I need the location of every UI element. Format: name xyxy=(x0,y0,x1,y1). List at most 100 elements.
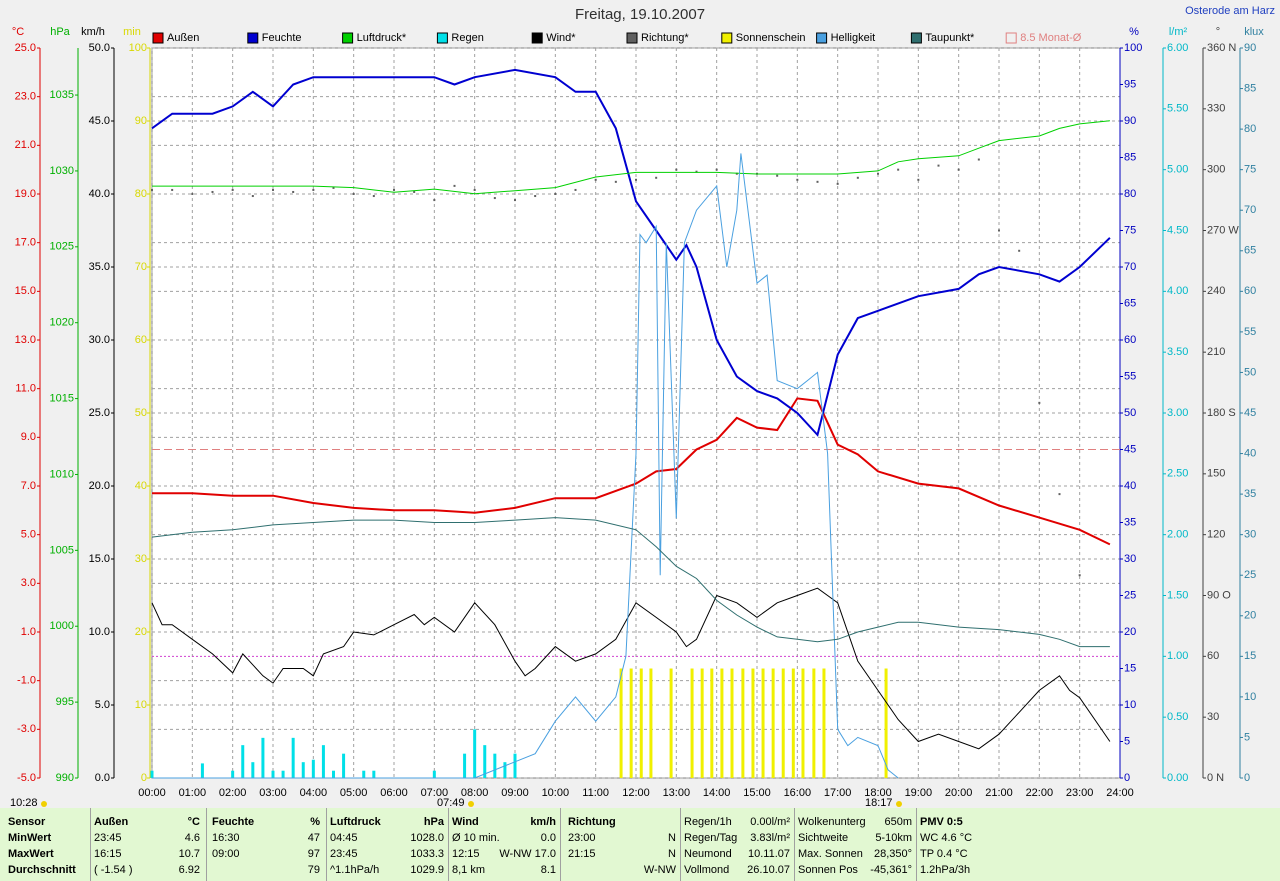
y-tick-label: 1005 xyxy=(50,544,74,556)
table-cell: Sensor xyxy=(8,816,46,828)
bar xyxy=(311,759,315,778)
bar xyxy=(812,668,816,778)
bar xyxy=(649,668,653,778)
table-cell: 21:15 xyxy=(568,848,596,860)
legend-swatch xyxy=(1005,32,1017,44)
table-cell: Wolkenunterg xyxy=(798,816,866,828)
dot xyxy=(816,180,819,183)
table-cell: 6.92 xyxy=(178,864,200,876)
dot xyxy=(352,193,355,195)
y-tick-label: 1030 xyxy=(50,165,74,177)
y-tick-label: 85 xyxy=(1124,151,1136,163)
annotation: 18:17 xyxy=(865,797,893,808)
x-tick-label: 23:00 xyxy=(1066,787,1094,799)
dot xyxy=(675,168,678,171)
axis-unit: hPa xyxy=(50,26,70,38)
y-tick-label: 20 xyxy=(135,626,147,638)
dot xyxy=(856,176,859,179)
y-tick-label: 2.50 xyxy=(1167,468,1188,480)
table-cell: Regen/Tag xyxy=(684,832,738,844)
table-cell: PMV 0:5 xyxy=(920,816,963,828)
legend-label: 8.5 Monat-Ø xyxy=(1020,32,1082,44)
table-cell: 3.83l/m² xyxy=(750,832,790,844)
dot xyxy=(473,188,476,191)
legend-swatch xyxy=(626,32,638,44)
y-tick-label: 80 xyxy=(1124,188,1136,200)
y-tick-label: 70 xyxy=(1244,204,1256,216)
y-tick-label: 0 xyxy=(141,772,147,784)
y-tick-label: 40 xyxy=(1244,447,1256,459)
table-cell: N xyxy=(668,848,676,860)
y-tick-label: 30.0 xyxy=(89,334,110,346)
dot xyxy=(231,188,234,191)
dot xyxy=(614,180,617,183)
y-tick-label: 90 xyxy=(1124,115,1136,127)
bar xyxy=(720,668,724,778)
y-tick-label: 75 xyxy=(1244,164,1256,176)
y-tick-label: 10 xyxy=(1244,691,1256,703)
table-cell: MaxWert xyxy=(8,848,54,860)
series-line xyxy=(152,397,1111,546)
dot xyxy=(251,195,254,198)
axis-unit: min xyxy=(123,26,141,38)
y-tick-label: 40 xyxy=(1124,480,1136,492)
table-cell: Richtung xyxy=(568,816,616,828)
bar xyxy=(321,745,325,778)
y-tick-label: 60 xyxy=(1207,650,1219,662)
dot xyxy=(453,184,456,187)
annotation-dot xyxy=(41,801,47,807)
y-tick-label: 6.00 xyxy=(1167,42,1188,54)
y-tick-label: 25.0 xyxy=(15,42,36,54)
x-tick-label: 18:00 xyxy=(864,787,892,799)
y-tick-label: 55 xyxy=(1244,326,1256,338)
table-cell: Neumond xyxy=(684,848,732,860)
bar xyxy=(483,745,487,778)
separator xyxy=(90,808,91,881)
legend-swatch xyxy=(342,32,354,44)
dot xyxy=(715,168,718,171)
y-tick-label: 1.00 xyxy=(1167,650,1188,662)
legend-label: Helligkeit xyxy=(831,32,876,44)
chart: Freitag, 19.10.2007 Osterode am Harz 00:… xyxy=(10,5,1275,808)
axis-unit: °C xyxy=(12,26,24,38)
table-cell: Durchschnitt xyxy=(8,864,76,876)
table-cell: 8,1 km xyxy=(452,864,486,876)
legend-swatch xyxy=(910,32,922,44)
table-cell: km/h xyxy=(530,816,556,828)
y-tick-label: 15 xyxy=(1124,662,1136,674)
y-tick-label: 15 xyxy=(1244,650,1256,662)
y-tick-label: 65 xyxy=(1244,245,1256,257)
bar xyxy=(700,668,704,778)
x-tick-label: 12:00 xyxy=(622,787,650,799)
bar xyxy=(463,753,467,778)
bar xyxy=(884,668,888,778)
dot xyxy=(191,193,194,195)
y-tick-label: 10.0 xyxy=(89,626,110,638)
y-tick-label: 210 xyxy=(1207,346,1225,358)
y-tick-label: 30 xyxy=(135,553,147,565)
table-cell: 650m xyxy=(884,816,912,828)
chart-title: Freitag, 19.10.2007 xyxy=(575,6,705,23)
annotation-dot xyxy=(468,801,474,807)
table-cell: 23:00 xyxy=(568,832,596,844)
separator xyxy=(794,808,795,881)
bar xyxy=(690,668,694,778)
y-tick-label: 85 xyxy=(1244,82,1256,94)
dot xyxy=(776,174,779,177)
y-tick-label: 100 xyxy=(1124,42,1142,54)
bar xyxy=(372,770,376,778)
dot xyxy=(695,170,698,173)
series-line xyxy=(152,120,1110,195)
x-tick-label: 06:00 xyxy=(380,787,408,799)
table-cell: 0.0 xyxy=(540,832,556,844)
legend-label: Feuchte xyxy=(262,32,302,44)
x-tick-label: 16:00 xyxy=(784,787,812,799)
y-tick-label: 180 S xyxy=(1207,407,1236,419)
table-cell: Sonnen Pos xyxy=(798,864,858,876)
table-cell: Luftdruck xyxy=(330,816,381,828)
legend-label: Sonnenschein xyxy=(736,32,806,44)
y-tick-label: 5.0 xyxy=(21,529,36,541)
table-cell: 79 xyxy=(307,864,320,876)
dot xyxy=(1038,401,1041,404)
